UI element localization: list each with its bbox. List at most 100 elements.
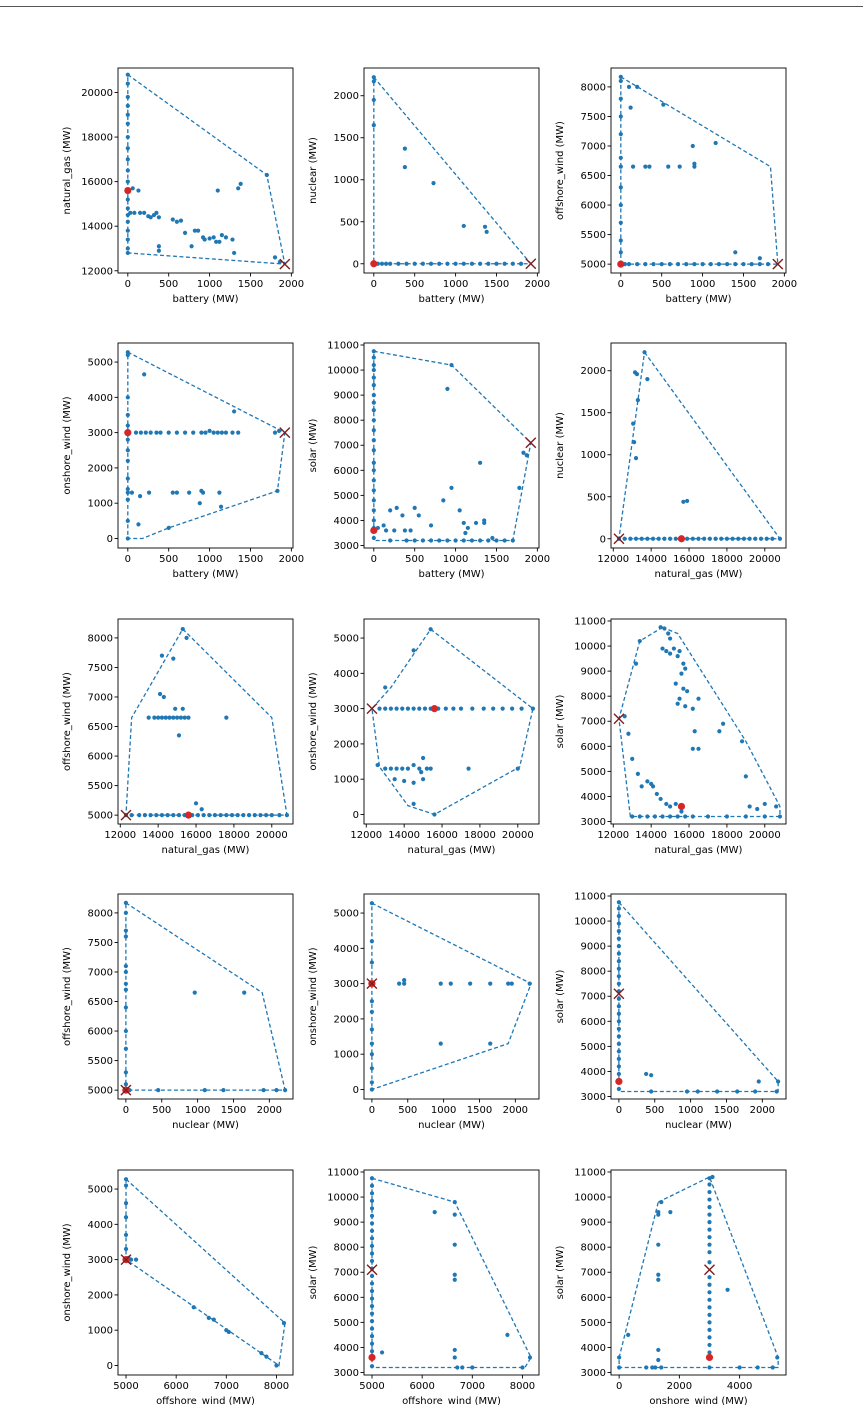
axes-frame <box>363 618 540 825</box>
data-point <box>129 813 134 818</box>
hull-line <box>125 902 286 1091</box>
y-axis-label: nuclear (MW) <box>308 137 319 204</box>
data-point <box>765 262 771 267</box>
data-point <box>656 1277 661 1282</box>
data-point <box>428 766 433 771</box>
x-tick-label: 16000 <box>180 830 212 841</box>
data-point <box>661 102 666 107</box>
data-point <box>371 79 376 84</box>
data-point <box>618 132 623 137</box>
x-tick-label: 20000 <box>502 830 534 841</box>
y-tick-label: 10000 <box>574 1193 606 1204</box>
data-point <box>452 1199 457 1205</box>
data-point <box>616 928 621 934</box>
data-point <box>412 261 417 266</box>
y-tick-label: 6000 <box>88 752 113 763</box>
data-point <box>369 1243 375 1249</box>
y-tick-label: 6000 <box>334 1293 359 1304</box>
x-tick-label: 5000 <box>113 1381 138 1392</box>
data-point <box>281 1321 287 1326</box>
y-tick-label: 18000 <box>81 133 113 144</box>
data-point <box>660 646 665 651</box>
x-tick-label: 500 <box>159 279 178 290</box>
data-point <box>125 168 130 173</box>
y-axis-label: offshore_wind (MW) <box>62 672 73 771</box>
data-point <box>143 430 148 435</box>
data-point <box>671 646 676 651</box>
y-tick-label: 5000 <box>581 767 606 778</box>
x-tick-label: 1000 <box>690 279 715 290</box>
data-point <box>673 536 678 541</box>
x-axis-label: nuclear (MW) <box>418 1120 485 1131</box>
data-point <box>618 155 623 160</box>
data-point <box>184 635 189 641</box>
data-point <box>530 706 536 711</box>
data-point <box>238 181 243 186</box>
x-tick-label: 12000 <box>597 554 629 565</box>
data-point <box>123 900 128 905</box>
data-point <box>167 715 172 720</box>
data-point <box>125 121 130 126</box>
data-point <box>215 430 220 435</box>
data-point <box>762 814 767 819</box>
y-axis-label: solar (MW) <box>555 1245 566 1299</box>
data-point <box>630 164 636 169</box>
data-point <box>230 430 235 435</box>
data-point <box>123 934 128 939</box>
data-point <box>753 1089 758 1094</box>
data-point <box>371 438 376 443</box>
data-point <box>616 1071 621 1077</box>
x-marker-stroke <box>120 809 132 821</box>
y-tick-label: 10000 <box>327 1193 359 1204</box>
data-point <box>388 261 393 266</box>
data-point <box>369 1296 375 1301</box>
x-tick-label: 18000 <box>218 830 250 841</box>
highlight-red-point <box>184 811 193 819</box>
data-point <box>707 1220 712 1225</box>
hull-line <box>371 1177 532 1369</box>
panel-10: 0 500 1000 1500 2000 5000 5500 6000 6500 7000 7500… <box>62 893 294 1131</box>
data-point <box>637 638 642 644</box>
data-point <box>677 696 682 701</box>
data-point <box>187 490 192 495</box>
data-point <box>515 766 520 771</box>
top-rule <box>0 6 863 7</box>
x-tick-label: 1000 <box>197 279 222 290</box>
data-point <box>371 383 376 388</box>
x-axis-label: nuclear (MW) <box>665 1120 732 1131</box>
data-point <box>383 706 388 711</box>
data-point <box>142 210 147 215</box>
y-tick-label: 8000 <box>88 633 113 644</box>
y-tick-label: 9000 <box>334 1218 359 1229</box>
data-point <box>741 536 747 541</box>
data-point <box>211 430 216 435</box>
data-point <box>659 262 664 267</box>
y-tick-label: 5000 <box>88 1185 113 1196</box>
x-tick-label: 2000 <box>525 554 550 565</box>
data-point <box>264 1354 269 1359</box>
data-point <box>644 1365 649 1370</box>
data-point <box>174 490 179 495</box>
data-point <box>637 814 642 819</box>
x-tick-label: 7000 <box>460 1381 485 1392</box>
data-point <box>138 430 143 435</box>
data-point <box>161 694 166 700</box>
data-point <box>246 813 252 818</box>
data-point <box>484 229 489 234</box>
data-point <box>616 1034 621 1039</box>
x-tick-label: 12000 <box>597 830 629 841</box>
data-point <box>630 814 635 819</box>
data-point <box>417 766 422 771</box>
x-tick-label: 500 <box>159 554 178 565</box>
data-point <box>212 813 218 818</box>
data-point <box>639 536 644 541</box>
data-point <box>502 538 507 543</box>
data-point <box>441 498 446 503</box>
data-point <box>369 1221 375 1226</box>
data-point <box>524 453 529 458</box>
data-point <box>125 246 130 251</box>
data-point <box>667 804 673 809</box>
data-point <box>616 951 621 956</box>
data-point <box>182 230 188 235</box>
y-tick-label: 1000 <box>581 450 606 461</box>
